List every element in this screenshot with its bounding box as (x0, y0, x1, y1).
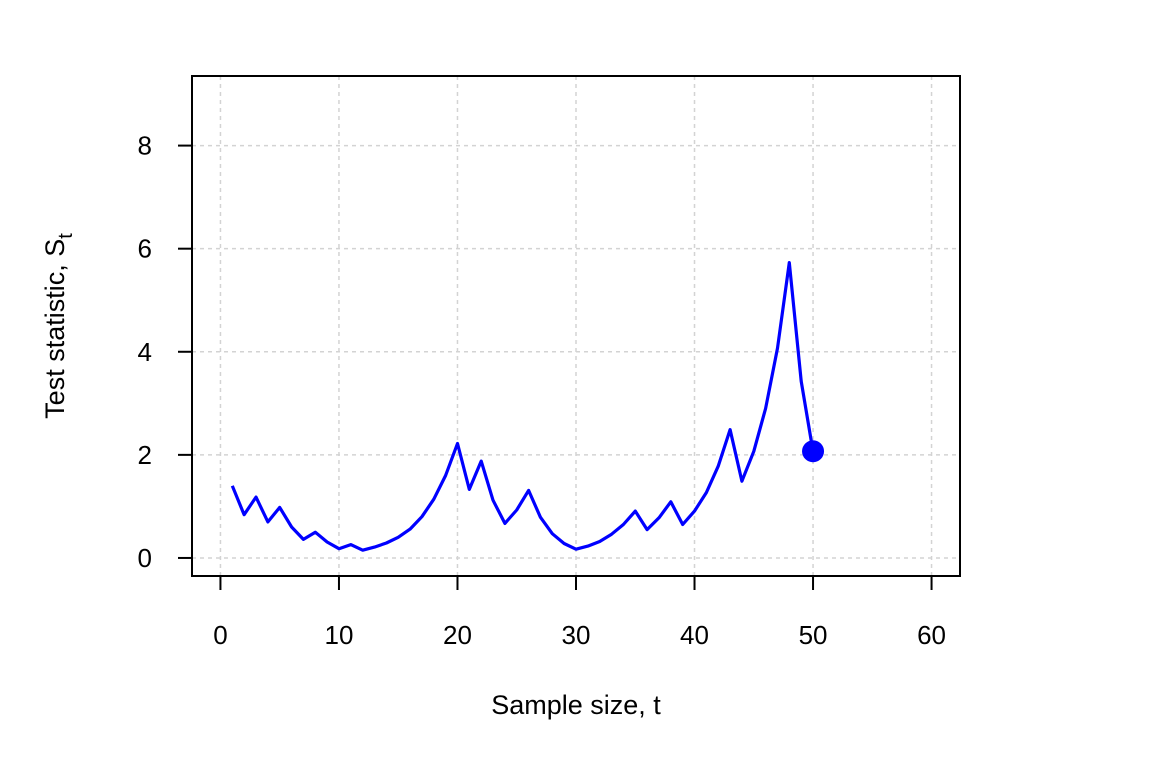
x-axis: 0 10 20 30 40 50 60 (213, 576, 946, 650)
x-tick-label-30: 30 (562, 620, 591, 650)
x-tick-label-0: 0 (213, 620, 227, 650)
x-tick-label-60: 60 (917, 620, 946, 650)
x-tick-label-20: 20 (443, 620, 472, 650)
y-tick-label-4: 4 (138, 337, 152, 367)
y-tick-label-8: 8 (138, 131, 152, 161)
x-tick-label-10: 10 (325, 620, 354, 650)
y-axis-label-subscript: t (55, 233, 77, 239)
x-axis-label: Sample size, t (491, 690, 661, 720)
grid-lines (192, 76, 960, 576)
y-tick-label-6: 6 (138, 234, 152, 264)
end-point-marker (802, 440, 825, 463)
y-axis-label-main: Test statistic, S (40, 239, 70, 419)
y-axis: 0 2 4 6 8 (138, 131, 192, 573)
series-line-0 (230, 261, 815, 552)
y-tick-label-2: 2 (138, 440, 152, 470)
series-layer (230, 261, 825, 552)
y-axis-label: Test statistic, St (40, 233, 77, 419)
x-tick-label-50: 50 (799, 620, 828, 650)
y-tick-label-0: 0 (138, 543, 152, 573)
x-tick-label-40: 40 (680, 620, 709, 650)
